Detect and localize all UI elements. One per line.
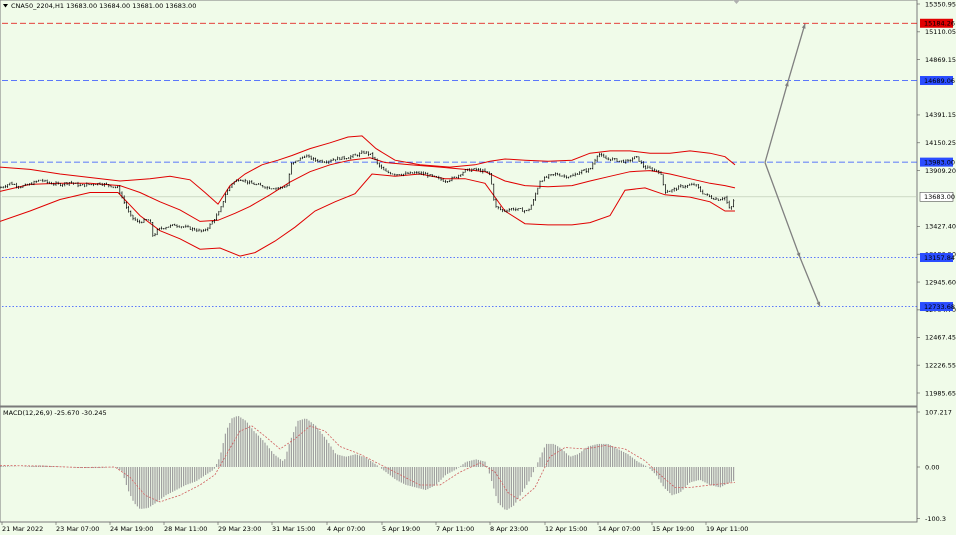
time-tick-label: 5 Apr 19:00	[382, 525, 420, 533]
time-tick-label: 28 Mar 11:00	[164, 525, 207, 533]
time-tick-label: 21 Mar 2022	[2, 525, 43, 533]
macd-header: MACD(12,26,9) -25.670 -30.245	[3, 409, 107, 417]
current-price-tag-bg	[919, 192, 954, 202]
level-tag-label: 12733.68	[924, 303, 955, 311]
time-tick-label: 12 Apr 15:00	[545, 525, 587, 533]
projection-arrow-0	[764, 23, 806, 163]
level-tag-label: 15184.26	[924, 20, 955, 28]
price-tick-label: 14391.15	[925, 111, 956, 119]
time-tick-label: 4 Apr 07:00	[327, 525, 365, 533]
price-tick-label: 14869.15	[925, 56, 956, 64]
symbol-header: CNA50_2204,H1 13683.00 13684.00 13681.00…	[11, 2, 196, 10]
price-tick-label: 13909.20	[925, 167, 956, 175]
level-tag-label: 14689.06	[924, 77, 955, 85]
current-price-tag-label: 13683.00	[924, 193, 955, 201]
macd-tick-label: 107.217	[925, 408, 952, 416]
level-tag-2: 13983.00	[920, 157, 955, 167]
level-tag-bg	[920, 302, 953, 312]
macd-panel-frame	[0, 406, 918, 523]
macd-tick-label: -100.3	[925, 515, 946, 523]
level-tag-bg	[920, 76, 953, 86]
projection-arrow-1	[764, 162, 821, 307]
lower-band	[0, 173, 735, 257]
macd-tick-label: 0.00	[925, 463, 939, 471]
main-panel-frame	[0, 0, 918, 407]
time-tick-label: 23 Mar 07:00	[56, 525, 99, 533]
price-tick-label: 14150.25	[925, 139, 956, 147]
level-tag-label: 13157.84	[924, 254, 955, 262]
time-tick-label: 8 Apr 23:00	[490, 525, 528, 533]
middle-band	[0, 157, 736, 222]
bollinger-bands	[0, 135, 736, 257]
price-tick-label: 13427.40	[925, 223, 956, 231]
time-tick-label: 31 Mar 15:00	[272, 525, 315, 533]
upper-band	[0, 135, 736, 205]
time-tick-label: 19 Apr 11:00	[706, 525, 748, 533]
arrowhead-icon	[816, 301, 821, 307]
price-tick-label: 12467.45	[925, 334, 956, 342]
projection-arrows	[764, 23, 821, 307]
level-tag-3: 13157.84	[920, 253, 955, 263]
arrowhead-icon	[796, 252, 801, 258]
shift-marker-icon[interactable]	[733, 0, 740, 4]
price-tick-label: 15110.05	[925, 28, 956, 36]
level-tag-label: 13983.00	[924, 158, 955, 166]
macd-signal-line	[0, 425, 736, 503]
time-tick-label: 7 Apr 11:00	[436, 525, 474, 533]
time-tick-label: 29 Mar 23:00	[218, 525, 261, 533]
price-tags: 15184.26 14689.06 13983.00 13157.84 12733.68…	[919, 18, 955, 312]
price-tick-label: 12945.60	[925, 278, 956, 286]
price-series	[0, 150, 735, 237]
time-tick-label: 14 Apr 07:00	[598, 525, 640, 533]
level-lines	[2, 22, 917, 307]
level-tag-1: 14689.06	[920, 76, 955, 86]
price-tick-label: 15350.95	[925, 0, 956, 8]
time-axis: 21 Mar 2022 23 Mar 07:00 24 Mar 19:00 28 Ma…	[1, 522, 748, 533]
level-tag-bg	[920, 253, 953, 263]
level-tag-0: 15184.26	[920, 18, 955, 28]
macd-indicator	[0, 416, 736, 510]
time-tick-label: 24 Mar 19:00	[110, 525, 153, 533]
arrowhead-icon	[784, 81, 789, 87]
time-tick-label: 15 Apr 19:00	[652, 525, 694, 533]
level-tag-bg	[920, 157, 953, 167]
level-tag-bg	[920, 18, 953, 28]
current-price-tag: 13683.00	[919, 192, 955, 202]
dropdown-triangle-icon[interactable]	[3, 4, 8, 8]
level-tag-4: 12733.68	[920, 302, 955, 312]
price-tick-label: 12226.55	[925, 361, 956, 369]
price-tick-label: 11985.65	[925, 389, 956, 397]
arrowhead-icon	[801, 23, 806, 29]
